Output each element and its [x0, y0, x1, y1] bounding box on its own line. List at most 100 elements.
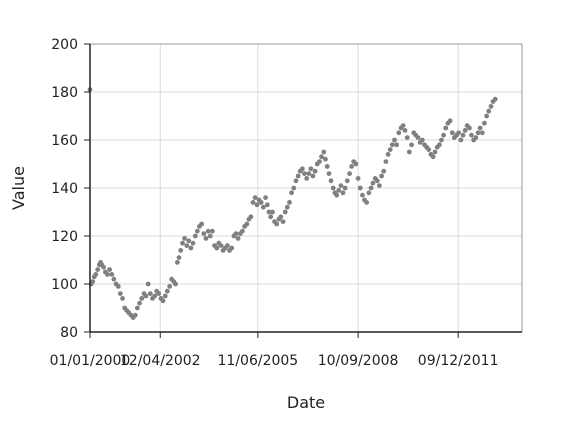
data-point: [295, 173, 301, 179]
data-point: [334, 192, 340, 198]
data-point: [209, 228, 215, 234]
data-point: [368, 185, 374, 191]
data-point: [95, 267, 101, 272]
data-point: [268, 214, 274, 220]
data-point: [321, 149, 327, 155]
data-point: [203, 236, 209, 241]
data-point: [328, 178, 334, 184]
data-point: [486, 108, 492, 114]
data-point: [432, 149, 438, 155]
data-point: [248, 214, 254, 220]
data-point: [349, 164, 354, 169]
data-point: [317, 159, 322, 165]
data-point: [252, 195, 258, 201]
y-tick-label: 180: [51, 85, 78, 101]
data-point: [167, 284, 173, 289]
data-point: [357, 185, 363, 191]
data-point: [385, 152, 391, 157]
data-point: [383, 159, 389, 165]
data-point: [392, 137, 397, 143]
data-point: [264, 202, 270, 208]
data-point: [389, 142, 395, 148]
data-point: [426, 147, 432, 153]
data-point: [466, 125, 472, 131]
data-point: [475, 130, 481, 136]
data-point: [184, 243, 190, 249]
data-point: [111, 276, 117, 282]
data-point: [101, 264, 106, 270]
data-point: [458, 137, 464, 143]
data-point: [336, 188, 342, 193]
data-point: [415, 135, 421, 141]
data-point: [324, 164, 330, 169]
data-point: [374, 178, 380, 184]
data-point: [353, 161, 359, 167]
data-point: [326, 171, 332, 177]
data-point: [291, 185, 297, 191]
data-point: [437, 142, 442, 148]
data-point: [107, 267, 112, 272]
data-point: [376, 183, 382, 189]
data-point: [280, 219, 286, 225]
data-point: [137, 300, 142, 306]
data-point: [447, 118, 453, 124]
data-point: [293, 178, 299, 184]
data-point: [194, 228, 200, 234]
data-point: [152, 293, 158, 299]
y-axis-ticks: 80 100 120 140 160 180 200: [51, 37, 90, 341]
data-point: [147, 291, 153, 296]
data-point: [109, 272, 115, 277]
data-point: [90, 279, 96, 284]
data-point: [250, 200, 256, 205]
y-tick-label: 160: [51, 133, 78, 149]
data-point: [162, 293, 168, 299]
data-point: [462, 127, 468, 133]
x-tick-label: 11/06/2005: [218, 353, 299, 369]
data-point: [233, 231, 239, 237]
data-point: [387, 147, 393, 153]
data-point: [104, 272, 110, 277]
data-point: [199, 221, 205, 227]
data-point: [456, 130, 462, 136]
data-point: [143, 293, 149, 299]
data-point: [430, 154, 436, 160]
data-point: [344, 178, 350, 184]
data-point: [274, 221, 280, 227]
gridlines: [90, 43, 522, 332]
data-point: [477, 125, 483, 131]
data-point: [182, 236, 187, 241]
data-point: [207, 233, 213, 239]
data-point: [201, 231, 207, 237]
data-point: [449, 130, 455, 136]
data-point: [379, 173, 384, 179]
y-tick-label: 200: [51, 37, 78, 53]
data-point: [304, 176, 310, 181]
data-point: [370, 180, 376, 186]
data-point: [284, 204, 290, 210]
data-point: [235, 236, 241, 241]
data-points: [87, 87, 498, 320]
data-point: [396, 130, 402, 136]
data-point: [240, 228, 245, 234]
data-point: [258, 200, 264, 205]
data-point: [406, 149, 412, 155]
data-point: [479, 130, 485, 136]
data-point: [439, 137, 444, 143]
data-point: [174, 260, 180, 265]
data-point: [394, 142, 400, 148]
data-point: [473, 135, 479, 141]
data-point: [488, 104, 494, 109]
data-point: [244, 221, 250, 227]
data-point: [340, 190, 346, 196]
data-point: [404, 135, 410, 141]
data-point: [330, 185, 336, 191]
y-axis-title: Value: [9, 166, 28, 210]
data-point: [299, 166, 305, 172]
data-point: [270, 209, 275, 215]
data-point: [178, 248, 184, 253]
data-point: [173, 281, 178, 287]
data-point: [156, 291, 162, 296]
data-point: [400, 123, 406, 128]
data-point: [205, 228, 211, 234]
